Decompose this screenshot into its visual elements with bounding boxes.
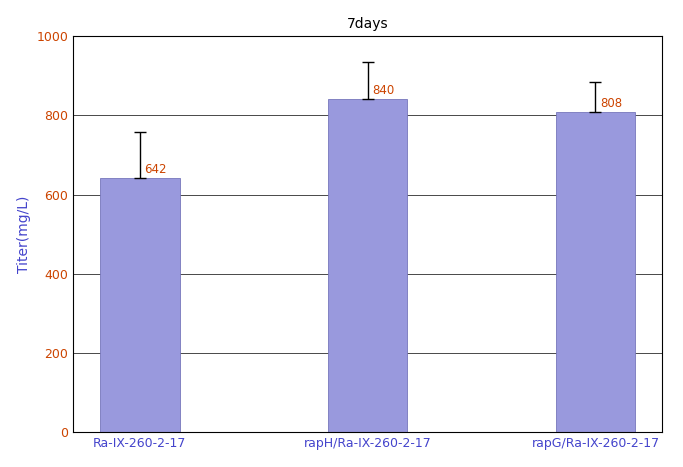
Text: 808: 808 bbox=[600, 97, 622, 110]
Bar bbox=[328, 99, 408, 432]
Y-axis label: Titer(mg/L): Titer(mg/L) bbox=[16, 196, 31, 273]
Text: 642: 642 bbox=[144, 163, 167, 176]
Bar bbox=[555, 112, 635, 432]
Title: 7days: 7days bbox=[347, 17, 389, 31]
Text: 840: 840 bbox=[372, 85, 394, 98]
Bar bbox=[100, 178, 180, 432]
